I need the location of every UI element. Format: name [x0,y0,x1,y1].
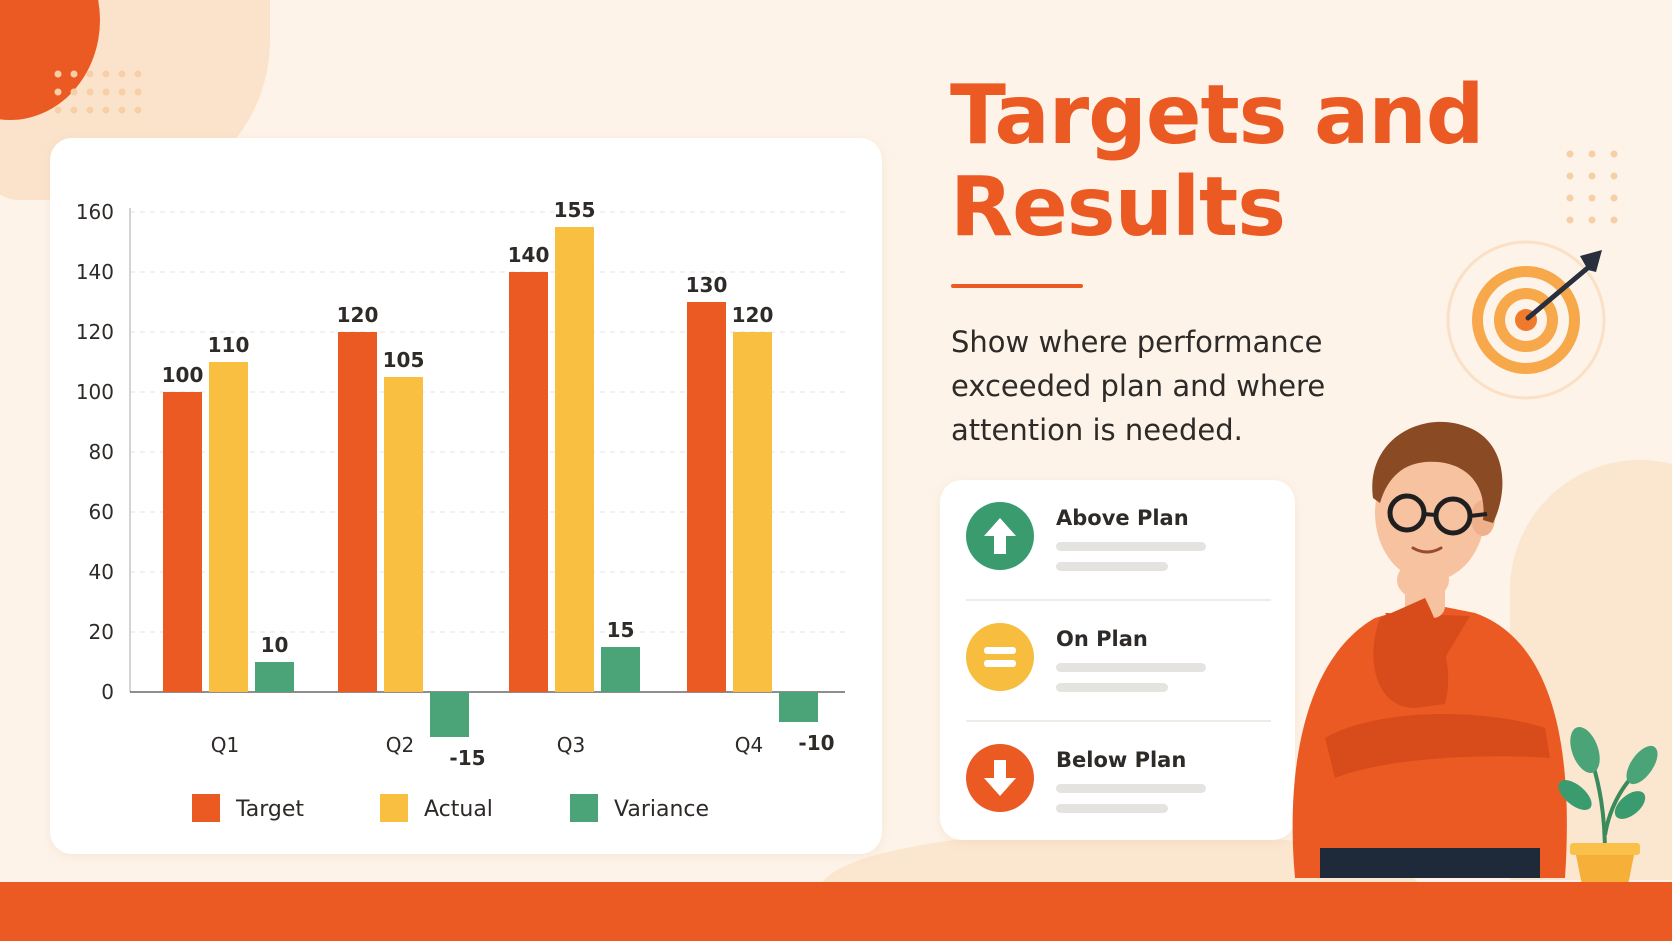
placeholder-line [1056,562,1168,571]
bar-variance-q1 [255,662,294,692]
legend-label-target: Target [235,797,304,822]
dot-grid-top-right [1566,150,1618,224]
chart-card: 0 20 40 60 80 100 120 140 160 100 110 10 Q1 120 105 -15… [50,138,882,854]
y-tick-label: 40 [89,560,114,584]
status-row-below-plan: Below Plan [966,722,1271,832]
potted-plant-illustration [1558,727,1658,885]
data-label: -15 [449,746,485,770]
y-tick-label: 0 [101,680,114,704]
y-tick-label: 60 [89,500,114,524]
y-tick-label: 80 [89,440,114,464]
arrow-down-icon [966,744,1034,812]
data-label: 10 [261,633,289,657]
bar-target-q1 [163,392,202,692]
placeholder-line [1056,542,1206,551]
status-label-below-plan: Below Plan [1056,748,1187,772]
legend-swatch-target [192,794,220,822]
y-tick-label: 160 [76,200,114,224]
bar-target-q3 [509,272,548,692]
equals-icon [966,623,1034,691]
bar-target-q4 [687,302,726,692]
y-tick-label: 20 [89,620,114,644]
bar-variance-q2 [430,692,469,737]
title-underline [951,284,1083,288]
legend-swatch-actual [380,794,408,822]
y-tick-label: 120 [76,320,114,344]
data-label: 100 [162,363,204,387]
placeholder-line [1056,663,1206,672]
y-tick-label: 140 [76,260,114,284]
data-label: 110 [208,333,250,357]
x-tick-label: Q4 [735,733,763,757]
legend-label-variance: Variance [614,797,709,822]
data-label: 105 [383,348,425,372]
slide-title: Targets and Results [950,68,1484,255]
data-label: 155 [554,198,596,222]
arrow-up-icon [966,502,1034,570]
data-label: 140 [508,243,550,267]
status-row-above-plan: Above Plan [966,480,1271,590]
x-tick-label: Q2 [386,733,414,757]
y-tick-label: 100 [76,380,114,404]
bar-variance-q3 [601,647,640,692]
data-label: 120 [337,303,379,327]
status-row-on-plan: On Plan [966,601,1271,711]
bar-target-q2 [338,332,377,692]
status-legend-card: Above Plan On Plan Below Plan [940,480,1295,840]
thinking-person-illustration [1292,421,1567,878]
status-label-above-plan: Above Plan [1056,506,1189,530]
slide-subtitle: Show where performance exceeded plan and… [951,325,1326,447]
placeholder-line [1056,683,1168,692]
bar-actual-q4 [733,332,772,692]
status-divider [966,599,1271,601]
placeholder-line [1056,784,1206,793]
dot-grid-top-left [54,70,142,114]
bar-actual-q2 [384,377,423,692]
legend-label-actual: Actual [424,797,493,822]
x-tick-label: Q1 [211,733,239,757]
data-label: 120 [732,303,774,327]
bar-actual-q1 [209,362,248,692]
data-label: 15 [607,618,635,642]
placeholder-line [1056,804,1168,813]
bar-actual-q3 [555,227,594,692]
target-dart-icon [1446,240,1606,400]
status-divider [966,720,1271,722]
data-label: 130 [686,273,728,297]
data-label: -10 [798,731,834,755]
bar-variance-q4 [779,692,818,722]
status-label-on-plan: On Plan [1056,627,1148,651]
bar-chart: 02040608010012014016010011010Q1120105-15… [76,198,845,822]
bottom-accent-band [0,882,1672,941]
x-tick-label: Q3 [557,733,585,757]
legend-swatch-variance [570,794,598,822]
